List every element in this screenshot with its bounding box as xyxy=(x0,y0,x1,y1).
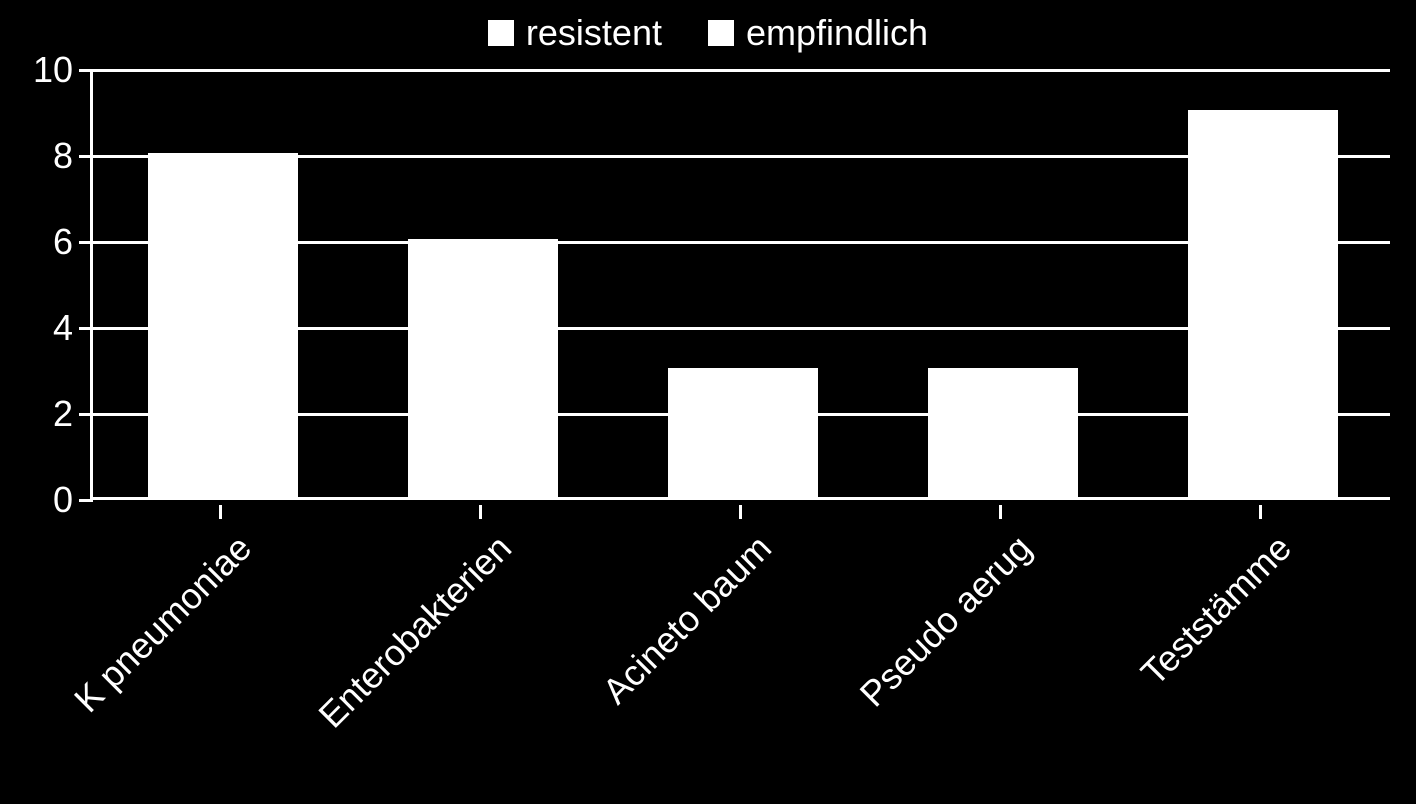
bar xyxy=(148,153,299,497)
gridline xyxy=(93,155,1390,158)
y-tick xyxy=(79,69,93,72)
y-axis-label: 10 xyxy=(3,49,73,91)
legend-label: resistent xyxy=(526,12,662,54)
gridline xyxy=(93,327,1390,330)
bar xyxy=(408,239,559,497)
y-tick xyxy=(79,499,93,502)
y-tick xyxy=(79,413,93,416)
gridline xyxy=(93,69,1390,72)
y-tick xyxy=(79,155,93,158)
x-tick xyxy=(1259,505,1262,519)
x-tick xyxy=(739,505,742,519)
x-axis-label: Pseudo aerug xyxy=(851,527,1039,715)
bar xyxy=(928,368,1079,497)
y-tick xyxy=(79,241,93,244)
chart-plot-area: 0246810 xyxy=(90,70,1390,500)
x-tick xyxy=(999,505,1002,519)
chart-bars xyxy=(93,70,1390,497)
chart-x-labels: K pneumoniaeEnterobakterienAcineto baumP… xyxy=(90,505,1390,795)
y-tick xyxy=(79,327,93,330)
x-tick xyxy=(479,505,482,519)
legend-label: empfindlich xyxy=(746,12,928,54)
chart-legend: resistent empfindlich xyxy=(0,12,1416,55)
legend-item-empfindlich: empfindlich xyxy=(708,12,928,54)
x-axis-label: K pneumoniae xyxy=(66,527,260,721)
y-axis-label: 8 xyxy=(3,135,73,177)
legend-swatch-icon xyxy=(488,20,514,46)
y-axis-label: 0 xyxy=(3,479,73,521)
x-axis-label: Enterobakterien xyxy=(310,527,519,736)
y-axis-label: 6 xyxy=(3,221,73,263)
x-axis-label: Teststämme xyxy=(1133,527,1300,694)
x-tick xyxy=(219,505,222,519)
legend-swatch-icon xyxy=(708,20,734,46)
legend-item-resistent: resistent xyxy=(488,12,662,54)
gridline xyxy=(93,413,1390,416)
gridline xyxy=(93,241,1390,244)
y-axis-label: 4 xyxy=(3,307,73,349)
bar xyxy=(1188,110,1339,497)
x-axis-label: Acineto baum xyxy=(594,527,779,712)
y-axis-label: 2 xyxy=(3,393,73,435)
bar xyxy=(668,368,819,497)
